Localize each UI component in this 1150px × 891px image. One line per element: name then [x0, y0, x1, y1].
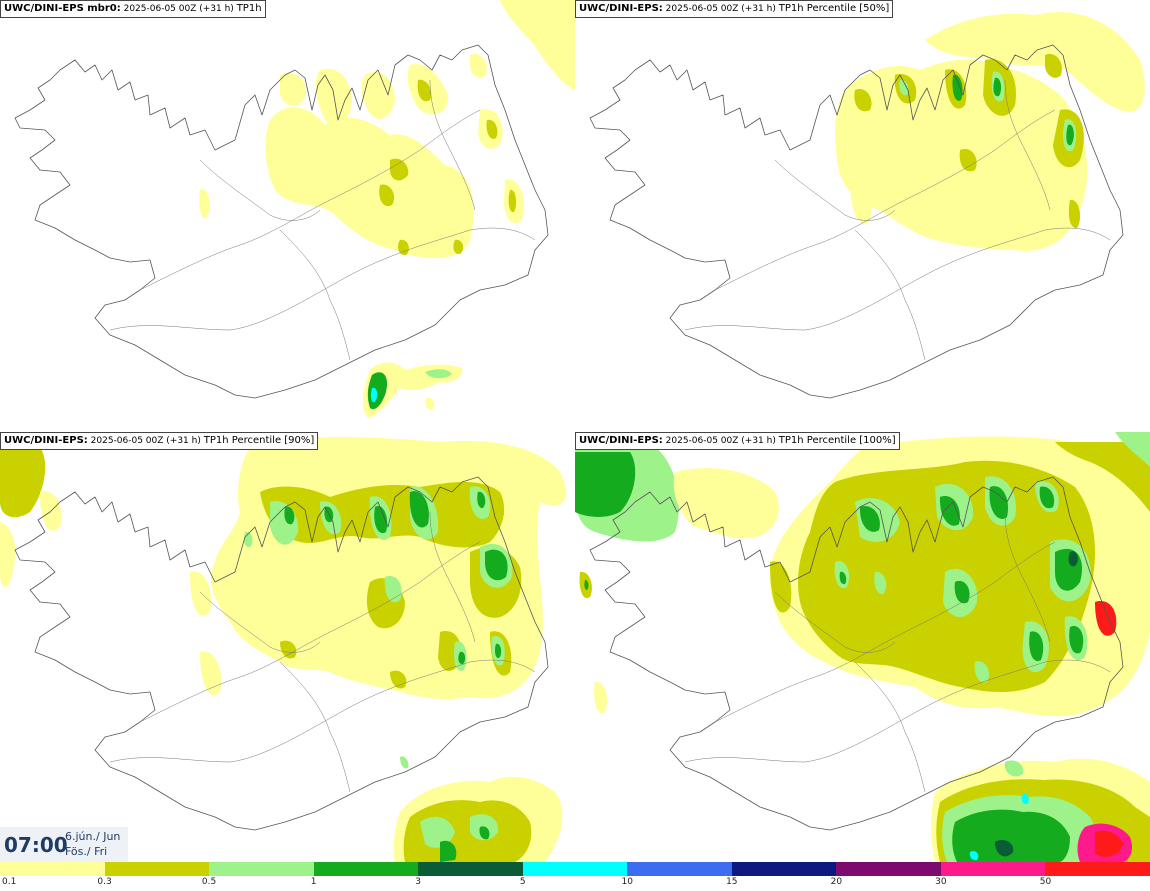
legend-tick-label: 3 [415, 877, 422, 887]
model-label: UWC/DINI-EPS: [579, 3, 663, 14]
valid-time-box: 07:00 6.jún./ Jun Fös./ Fri [0, 827, 128, 862]
legend-swatch [0, 862, 105, 876]
legend-color-bar [0, 862, 1150, 876]
legend-swatch [522, 862, 628, 876]
legend-tick-label: 0.1 [2, 877, 17, 887]
color-legend: 0.1 0.3 0.5 1 3 5 10 15 20 30 50 [0, 862, 1150, 891]
run-label: 2025-06-05 00Z (+31 h) [665, 4, 776, 14]
run-label: 2025-06-05 00Z (+31 h) [90, 436, 201, 446]
model-label: UWC/DINI-EPS: [579, 435, 663, 446]
legend-tick-label: 10 [621, 877, 633, 887]
parameter-label: TP1h [236, 3, 262, 14]
valid-date-line2: Fös./ Fri [65, 845, 108, 858]
model-label: UWC/DINI-EPS mbr0: [4, 3, 121, 14]
legend-swatch [313, 862, 419, 876]
parameter-label: TP1h Percentile [100%] [778, 435, 896, 446]
legend-swatch [418, 862, 523, 876]
coastline [14, 44, 549, 399]
map-panel-p50[interactable]: UWC/DINI-EPS: 2025-06-05 00Z (+31 h) TP1… [575, 0, 1150, 430]
precip-fields [0, 437, 567, 862]
legend-tick-label: 30 [935, 877, 947, 887]
roads [109, 79, 536, 361]
valid-date-line1: 6.jún./ Jun [65, 830, 121, 843]
legend-swatch [731, 862, 837, 876]
map-panel-member0[interactable]: UWC/DINI-EPS mbr0: 2025-06-05 00Z (+31 h… [0, 0, 575, 430]
precip-map [589, 12, 1145, 399]
map-panel-p90[interactable]: UWC/DINI-EPS: 2025-06-05 00Z (+31 h) TP1… [0, 432, 575, 862]
legend-swatch [209, 862, 314, 876]
legend-tick-label: 50 [1039, 877, 1052, 887]
coastline [589, 44, 1124, 399]
legend-swatch [1045, 862, 1150, 876]
panel-title: UWC/DINI-EPS: 2025-06-05 00Z (+31 h) TP1… [575, 432, 900, 450]
map-panel-p100[interactable]: UWC/DINI-EPS: 2025-06-05 00Z (+31 h) TP1… [575, 432, 1150, 862]
parameter-label: TP1h Percentile [50%] [778, 3, 890, 14]
roads [684, 511, 1111, 793]
legend-tick-label: 15 [726, 877, 738, 887]
legend-tick-label: 0.5 [201, 877, 217, 887]
run-label: 2025-06-05 00Z (+31 h) [123, 4, 234, 14]
model-label: UWC/DINI-EPS: [4, 435, 88, 446]
legend-swatch [104, 862, 210, 876]
legend-swatch [627, 862, 732, 876]
legend-tick-label: 0.3 [97, 877, 112, 887]
precip-fields [835, 12, 1145, 251]
legend-tick-label: 1 [310, 877, 317, 887]
precip-fields [575, 432, 1150, 862]
legend-swatch [836, 862, 941, 876]
precip-fields [199, 0, 575, 418]
precip-map [0, 437, 567, 862]
legend-swatch [940, 862, 1046, 876]
panel-title: UWC/DINI-EPS: 2025-06-05 00Z (+31 h) TP1… [575, 0, 894, 18]
legend-tick-label: 20 [830, 877, 843, 887]
precip-map [575, 432, 1150, 862]
panel-title: UWC/DINI-EPS mbr0: 2025-06-05 00Z (+31 h… [0, 0, 266, 18]
roads [109, 511, 536, 793]
parameter-label: TP1h Percentile [90%] [203, 435, 315, 446]
legend-tick-label: 5 [519, 877, 526, 887]
coastline [14, 476, 549, 831]
valid-time-clock: 07:00 [4, 833, 68, 857]
panel-title: UWC/DINI-EPS: 2025-06-05 00Z (+31 h) TP1… [0, 432, 319, 450]
coastline [589, 476, 1124, 831]
precip-map [14, 0, 575, 418]
roads [684, 79, 1111, 361]
run-label: 2025-06-05 00Z (+31 h) [665, 436, 776, 446]
